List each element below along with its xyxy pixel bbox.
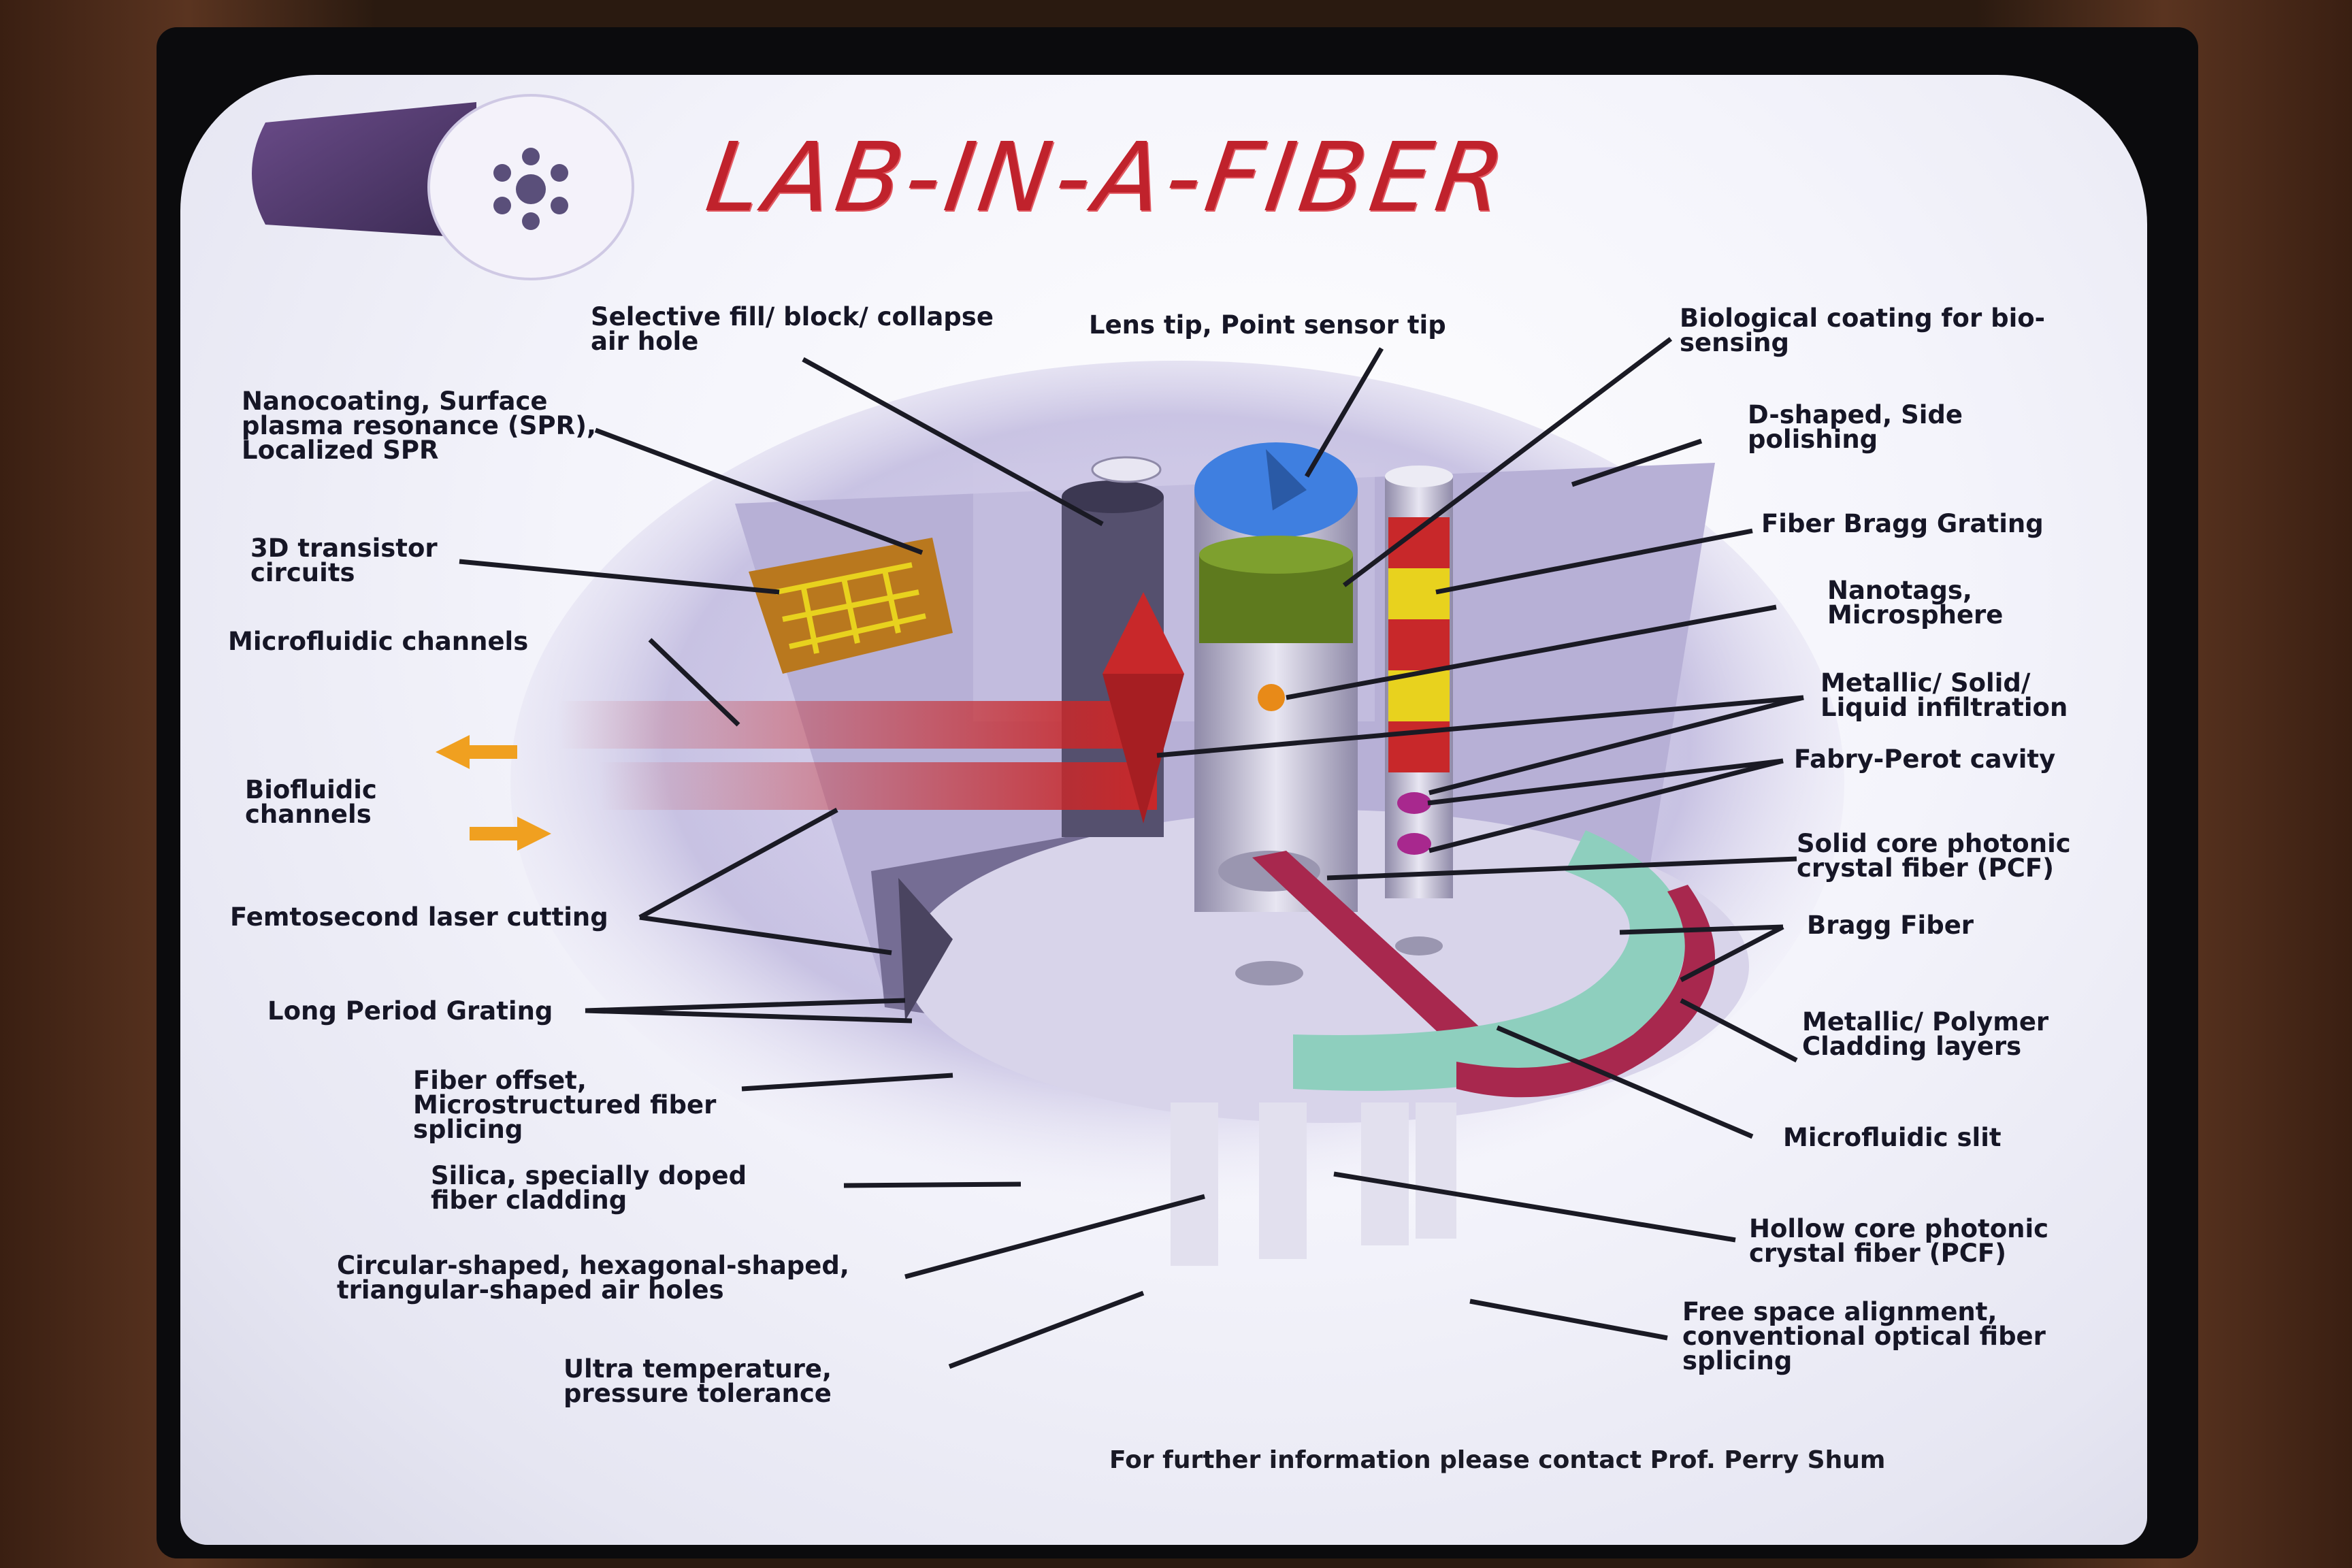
label-biofluidic: Biofluidic channels	[245, 775, 377, 829]
microfluidic-slit-bar	[1252, 851, 1518, 1075]
label-fiber-offset: Fiber offset, Microstructured fiber spli…	[413, 1066, 717, 1144]
label-fbg: Fiber Bragg Grating	[1761, 509, 2044, 538]
label-nanocoating: Nanocoating, Surface plasma resonance (S…	[242, 387, 597, 465]
label-d-shaped: D-shaped, Side polishing	[1748, 400, 1963, 454]
label-selective-fill: Selective fill/ block/ collapse air hole	[591, 302, 994, 356]
label-silica: Silica, specially doped fiber cladding	[431, 1161, 747, 1215]
label-air-holes: Circular-shaped, hexagonal-shaped, trian…	[337, 1251, 849, 1305]
center-fiber-column	[1194, 442, 1358, 912]
label-fabry-perot: Fabry-Perot cavity	[1794, 745, 2056, 774]
label-femtosecond: Femtosecond laser cutting	[230, 902, 608, 932]
cladding-arc	[1456, 885, 1715, 1098]
transistor-chip	[749, 538, 953, 674]
leader-lines	[459, 337, 1804, 1369]
label-solid-core-pcf: Solid core photonic crystal fiber (PCF)	[1797, 829, 2071, 883]
label-microfluidic-slit: Microfluidic slit	[1783, 1123, 2002, 1152]
label-cladding-layers: Metallic/ Polymer Cladding layers	[1802, 1007, 2049, 1061]
label-bragg-fiber: Bragg Fiber	[1807, 911, 1974, 940]
red-beams	[558, 592, 1184, 823]
label-ultra-temp: Ultra temperature, pressure tolerance	[564, 1354, 832, 1408]
label-bio-coating: Biological coating for bio- sensing	[1680, 304, 2046, 357]
label-transistor: 3D transistor circuits	[250, 534, 438, 587]
label-nanotags: Nanotags, Microsphere	[1827, 576, 2004, 630]
label-microfluidic-channels: Microfluidic channels	[228, 627, 529, 656]
label-hollow-core-pcf: Hollow core photonic crystal fiber (PCF)	[1749, 1214, 2049, 1268]
fiber-end-icon	[252, 94, 634, 280]
biofluidic-arrows	[436, 735, 551, 851]
label-metallic-infiltration: Metallic/ Solid/ Liquid infiltration	[1820, 668, 2068, 722]
contact-footer: For further information please contact P…	[1109, 1446, 1886, 1474]
label-lens-tip: Lens tip, Point sensor tip	[1089, 310, 1446, 340]
label-lpg: Long Period Grating	[267, 996, 553, 1026]
base-features	[898, 830, 1715, 1098]
microsphere	[1258, 684, 1285, 711]
slide-title: LAB-IN-A-FIBER	[700, 122, 1516, 233]
label-free-space: Free space alignment, conventional optic…	[1682, 1297, 2046, 1375]
bragg-fiber-arc	[1293, 830, 1686, 1091]
